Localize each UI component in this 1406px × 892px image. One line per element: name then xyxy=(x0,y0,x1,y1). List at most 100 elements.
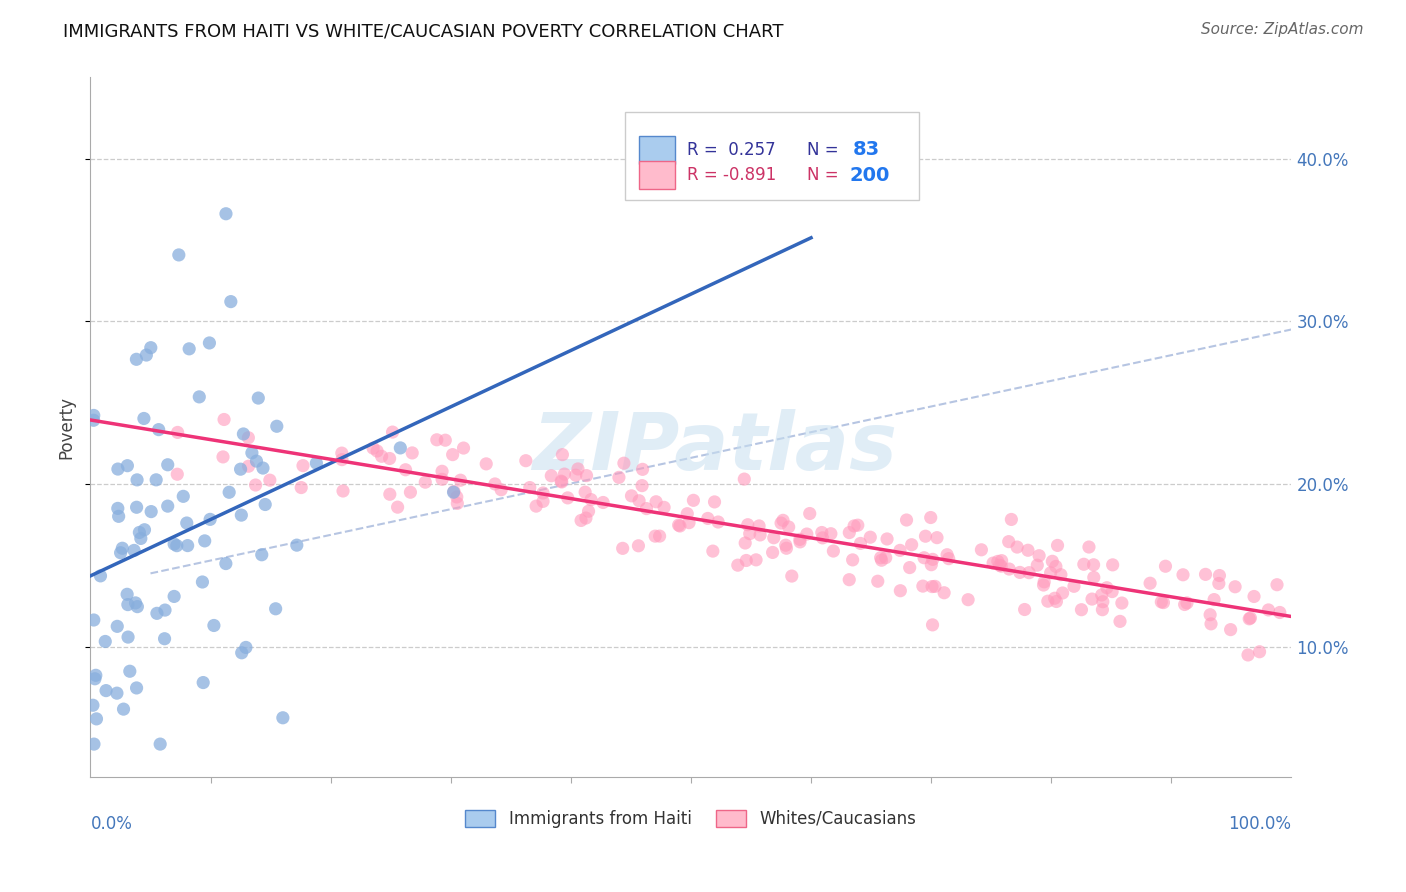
Point xyxy=(1014,602,1036,616)
FancyBboxPatch shape xyxy=(640,136,675,164)
Point xyxy=(105,619,128,633)
Point xyxy=(446,496,468,510)
Point xyxy=(990,559,1012,574)
Point xyxy=(1045,559,1067,574)
Point xyxy=(259,473,281,487)
Point xyxy=(519,481,541,495)
Point xyxy=(607,470,630,484)
Point xyxy=(149,737,172,751)
Point xyxy=(702,544,724,558)
Y-axis label: Poverty: Poverty xyxy=(58,395,75,458)
Point xyxy=(394,463,416,477)
Point xyxy=(202,618,225,632)
Point xyxy=(443,484,465,499)
Point xyxy=(1109,615,1132,629)
Point xyxy=(925,531,948,545)
Point xyxy=(141,505,163,519)
Point xyxy=(1008,566,1031,580)
Point xyxy=(898,560,921,574)
Point xyxy=(1000,512,1022,526)
Point xyxy=(146,607,169,621)
Point xyxy=(156,458,179,472)
Point xyxy=(112,702,135,716)
Point xyxy=(1028,549,1050,563)
Point xyxy=(117,630,139,644)
Point xyxy=(631,478,654,492)
Text: N =: N = xyxy=(807,141,839,159)
Point xyxy=(235,640,257,655)
Point xyxy=(1139,576,1161,591)
Point xyxy=(775,538,797,552)
Point xyxy=(89,569,111,583)
Point xyxy=(176,539,198,553)
Point xyxy=(1208,568,1230,582)
Point xyxy=(291,458,314,473)
Point xyxy=(749,528,772,542)
Point xyxy=(738,526,761,541)
Point xyxy=(1070,603,1092,617)
Point xyxy=(128,525,150,540)
Point xyxy=(83,413,105,427)
Point xyxy=(245,454,267,468)
Point xyxy=(250,548,273,562)
Point xyxy=(1091,595,1114,609)
Point xyxy=(1239,611,1261,625)
Point xyxy=(1033,574,1056,589)
Point xyxy=(569,513,592,527)
Point xyxy=(613,456,636,470)
Point xyxy=(820,526,842,541)
Point xyxy=(990,554,1012,568)
Point xyxy=(1154,559,1177,574)
Point xyxy=(921,552,943,566)
Point xyxy=(167,248,190,262)
Point xyxy=(1039,566,1062,580)
Point xyxy=(1174,598,1197,612)
Point xyxy=(1045,594,1067,608)
Point xyxy=(232,427,254,442)
Point xyxy=(381,425,404,439)
Point xyxy=(998,562,1021,576)
Point xyxy=(231,508,253,522)
Point xyxy=(676,507,699,521)
Point xyxy=(117,598,139,612)
Point xyxy=(875,550,897,565)
Point xyxy=(1199,607,1222,622)
Point xyxy=(212,412,235,426)
Point xyxy=(1204,592,1226,607)
Point xyxy=(762,545,785,559)
Point xyxy=(1026,558,1049,573)
Point xyxy=(215,557,238,571)
Point xyxy=(859,530,882,544)
Point xyxy=(1018,566,1040,580)
Point xyxy=(1005,540,1028,554)
Point xyxy=(215,207,238,221)
Point xyxy=(166,425,188,440)
Point xyxy=(682,493,704,508)
Point xyxy=(1052,586,1074,600)
Point xyxy=(1268,606,1291,620)
Point xyxy=(842,519,865,533)
Point xyxy=(163,590,186,604)
Point xyxy=(889,543,911,558)
Point xyxy=(450,473,472,487)
Point xyxy=(627,539,650,553)
Point xyxy=(579,492,602,507)
Point xyxy=(936,548,959,562)
Point xyxy=(920,510,942,524)
Point xyxy=(1194,567,1216,582)
Point xyxy=(896,513,918,527)
Point xyxy=(778,520,800,534)
Point xyxy=(921,618,943,632)
Point xyxy=(361,441,384,455)
Point xyxy=(443,485,465,500)
Point xyxy=(811,531,834,545)
Point xyxy=(799,507,821,521)
Point xyxy=(970,542,993,557)
Point xyxy=(122,543,145,558)
Point xyxy=(1265,578,1288,592)
Point xyxy=(789,533,811,547)
Point xyxy=(219,294,242,309)
Point xyxy=(163,537,186,551)
Point xyxy=(153,603,176,617)
Point xyxy=(413,475,436,490)
